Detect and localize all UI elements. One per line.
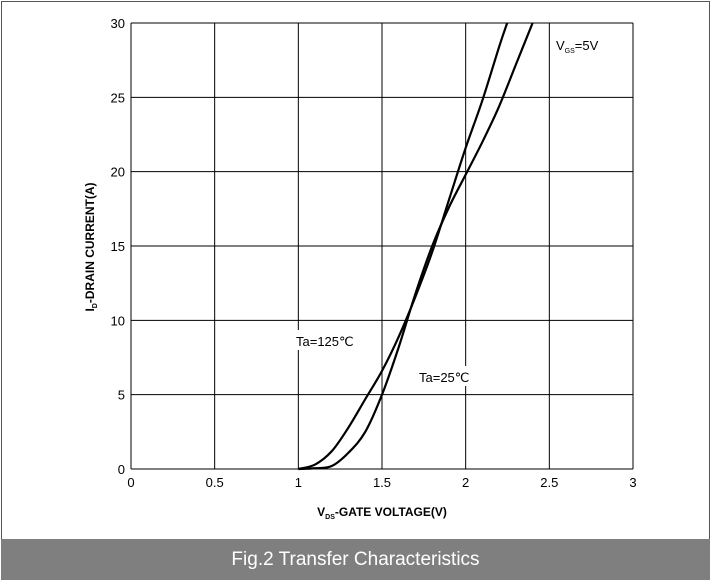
y-tick-labels: 0 5 10 15 20 25 30: [111, 16, 125, 477]
y-tick-label: 30: [111, 16, 125, 31]
annotation-ta125: Ta=125℃: [296, 334, 354, 349]
series-line-ta25: [298, 22, 534, 471]
annotation-ta25-bg: [415, 366, 477, 386]
annotation-ta125-bg: [293, 330, 361, 350]
figure-caption: Fig.2 Transfer Characteristics: [1, 539, 710, 580]
series-lines: [298, 22, 534, 471]
x-tick-label: 1.5: [373, 475, 391, 490]
annotation-vgs: VGS=5V: [556, 38, 599, 55]
caption-text: Fig.2 Transfer Characteristics: [231, 548, 480, 570]
y-axis-title: ID-DRAIN CURRENT(A): [83, 182, 99, 311]
x-tick-labels: 0 0.5 1 1.5 2 2.5 3: [127, 475, 636, 490]
x-tick-label: 2: [462, 475, 469, 490]
grid: [130, 22, 634, 470]
x-tick-label: 2.5: [540, 475, 558, 490]
y-tick-label: 10: [111, 313, 125, 328]
x-tick-label: 0: [127, 475, 134, 490]
y-tick-label: 25: [111, 90, 125, 105]
y-tick-label: 5: [118, 388, 125, 403]
y-tick-label: 15: [111, 239, 125, 254]
x-tick-label: 0.5: [206, 475, 224, 490]
x-tick-label: 3: [629, 475, 636, 490]
annotation-vgs-bg: [552, 34, 604, 56]
x-tick-label: 1: [295, 475, 302, 490]
y-tick-label: 20: [111, 165, 125, 180]
transfer-characteristics-chart: 0 0.5 1 1.5 2 2.5 3 0 5 10 15 20 25 30 ID-DRAIN CURR…: [83, 16, 637, 521]
y-tick-label: 0: [118, 462, 125, 477]
annotation-ta25: Ta=25℃: [419, 370, 469, 385]
x-axis-title: VDS-GATE VOLTAGE(V): [317, 505, 447, 521]
